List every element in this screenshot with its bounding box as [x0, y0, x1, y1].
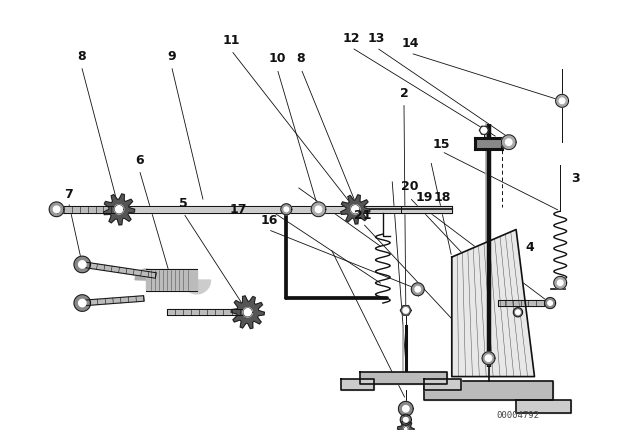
Polygon shape: [557, 280, 563, 285]
Text: 9: 9: [167, 50, 176, 63]
Text: 7: 7: [64, 188, 73, 201]
Polygon shape: [56, 206, 119, 212]
Polygon shape: [452, 229, 534, 377]
Text: 6: 6: [135, 154, 143, 167]
Text: 14: 14: [402, 37, 419, 50]
Polygon shape: [104, 194, 134, 225]
Polygon shape: [82, 262, 156, 278]
Polygon shape: [481, 128, 486, 133]
Text: 00004792: 00004792: [497, 411, 540, 420]
Text: 16: 16: [260, 214, 278, 227]
Polygon shape: [403, 418, 408, 422]
Polygon shape: [516, 310, 520, 314]
Polygon shape: [548, 301, 552, 306]
Polygon shape: [506, 139, 512, 146]
Polygon shape: [400, 414, 412, 425]
Polygon shape: [79, 299, 86, 307]
Text: 19: 19: [415, 191, 433, 204]
Polygon shape: [412, 283, 424, 296]
Polygon shape: [183, 280, 211, 294]
Polygon shape: [479, 126, 488, 134]
Text: 10: 10: [268, 52, 286, 65]
Polygon shape: [556, 95, 568, 107]
Polygon shape: [400, 306, 412, 315]
Polygon shape: [351, 205, 360, 214]
Polygon shape: [399, 401, 413, 416]
Text: 13: 13: [368, 32, 385, 45]
Polygon shape: [475, 138, 502, 149]
Polygon shape: [516, 400, 572, 414]
Polygon shape: [554, 276, 566, 289]
Polygon shape: [545, 297, 556, 309]
Text: 8: 8: [77, 50, 86, 63]
Polygon shape: [424, 381, 553, 400]
Polygon shape: [403, 308, 408, 313]
Polygon shape: [316, 206, 322, 212]
Polygon shape: [397, 421, 414, 437]
Polygon shape: [403, 405, 409, 412]
Text: 15: 15: [433, 138, 451, 151]
Polygon shape: [146, 269, 196, 291]
Polygon shape: [82, 296, 144, 306]
Polygon shape: [424, 379, 461, 390]
Polygon shape: [74, 256, 90, 273]
Text: 12: 12: [343, 32, 360, 45]
Text: 5: 5: [179, 197, 188, 210]
Text: 18: 18: [434, 191, 451, 204]
Text: 17: 17: [230, 203, 247, 216]
Text: 3: 3: [572, 172, 580, 185]
Polygon shape: [415, 287, 420, 292]
Polygon shape: [360, 372, 447, 384]
Polygon shape: [243, 308, 252, 317]
Polygon shape: [115, 205, 124, 214]
Text: 2: 2: [399, 87, 408, 100]
Polygon shape: [79, 261, 86, 268]
Polygon shape: [513, 308, 522, 317]
Polygon shape: [53, 206, 60, 212]
Polygon shape: [403, 426, 408, 431]
Polygon shape: [401, 206, 452, 213]
Polygon shape: [501, 135, 516, 150]
Text: 8: 8: [297, 52, 305, 65]
Polygon shape: [498, 300, 543, 306]
Polygon shape: [135, 269, 157, 280]
Polygon shape: [231, 296, 264, 328]
Polygon shape: [284, 207, 289, 211]
Text: 11: 11: [223, 34, 240, 47]
Polygon shape: [559, 98, 565, 103]
Polygon shape: [340, 195, 370, 224]
Polygon shape: [167, 310, 248, 315]
Polygon shape: [74, 295, 90, 311]
Text: 20: 20: [401, 180, 418, 193]
Text: 21: 21: [354, 209, 371, 222]
Polygon shape: [281, 204, 292, 215]
Polygon shape: [485, 355, 492, 362]
Polygon shape: [49, 202, 64, 217]
Polygon shape: [311, 202, 326, 217]
Polygon shape: [342, 379, 374, 390]
Text: 4: 4: [525, 241, 534, 254]
Polygon shape: [482, 352, 495, 365]
Polygon shape: [119, 206, 452, 212]
